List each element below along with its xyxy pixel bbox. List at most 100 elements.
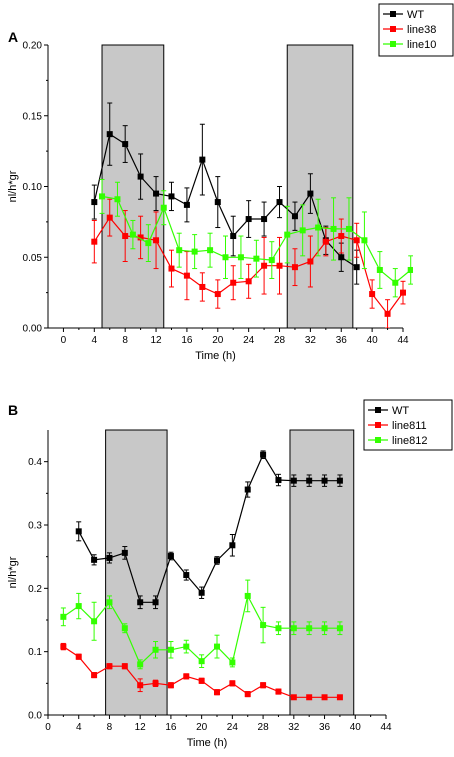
legend-marker-WT xyxy=(375,407,381,413)
x-tick-label: 16 xyxy=(181,335,193,346)
shaded-interval-2 xyxy=(286,44,354,329)
data-point xyxy=(75,653,82,660)
data-point xyxy=(176,247,183,254)
panel-a: A 0.00 0.05 0.10 0.15 0.20 0 4 8 12 16 20 24 28 32 36 40… xyxy=(7,3,454,362)
x-axis-label: Time (h) xyxy=(195,350,236,362)
x-tick-label: 8 xyxy=(107,722,113,733)
y-tick-label: 0.4 xyxy=(28,457,42,468)
legend-label-line811: line811 xyxy=(392,420,427,432)
x-tick-label: 20 xyxy=(212,335,224,346)
data-point xyxy=(338,254,345,261)
data-point xyxy=(290,694,297,701)
data-point xyxy=(321,694,328,701)
legend-marker-WT xyxy=(390,11,396,17)
x-tick-label: 36 xyxy=(319,722,331,733)
data-point xyxy=(199,156,206,163)
data-point xyxy=(261,216,268,223)
x-tick-label: 12 xyxy=(150,335,162,346)
data-point xyxy=(99,193,106,200)
y-tick-label: 0.3 xyxy=(28,521,42,532)
x-tick-label: 20 xyxy=(196,722,208,733)
x-tick-label: 0 xyxy=(61,335,67,346)
data-point xyxy=(106,599,113,606)
data-point xyxy=(214,643,220,650)
series-line811 xyxy=(60,642,343,701)
y-tick-label: 0.15 xyxy=(23,111,43,122)
data-point xyxy=(91,672,98,679)
data-point xyxy=(106,131,113,138)
data-point xyxy=(321,477,328,484)
y-axis-label: nl/h*gr xyxy=(7,170,19,202)
shaded-interval-2 xyxy=(289,429,355,716)
data-point xyxy=(214,557,220,564)
x-tick-label: 44 xyxy=(380,722,392,733)
data-point xyxy=(253,255,260,262)
x-tick-label: 44 xyxy=(397,335,409,346)
legend-label-WT: WT xyxy=(392,405,409,417)
series-line10 xyxy=(99,178,413,298)
data-point xyxy=(214,291,221,298)
data-point xyxy=(91,238,98,245)
data-point xyxy=(167,553,174,560)
x-tick-label: 4 xyxy=(76,722,82,733)
series-WT xyxy=(91,102,360,285)
x-tick-label: 8 xyxy=(122,335,128,346)
legend-label-WT: WT xyxy=(407,9,424,21)
data-point xyxy=(191,248,198,255)
data-point xyxy=(121,625,128,632)
x-tick-label: 32 xyxy=(305,335,317,346)
data-point xyxy=(207,247,214,254)
y-tick-label: 0.00 xyxy=(23,324,43,335)
data-point xyxy=(121,549,128,556)
data-point xyxy=(361,237,368,244)
data-point xyxy=(384,310,391,317)
data-point xyxy=(291,213,298,220)
data-point xyxy=(121,663,128,670)
data-point xyxy=(129,231,136,238)
x-tick-label: 4 xyxy=(92,335,98,346)
data-point xyxy=(75,528,82,535)
data-point xyxy=(290,625,297,632)
data-point xyxy=(268,257,275,264)
legend: WT line811 line812 xyxy=(363,399,453,451)
x-tick-label: 24 xyxy=(227,722,239,733)
data-point xyxy=(338,233,345,240)
x-tick-label: 12 xyxy=(135,722,147,733)
data-point xyxy=(91,618,98,625)
data-point xyxy=(315,224,322,231)
data-point xyxy=(91,556,98,563)
data-point xyxy=(114,196,121,203)
x-tick-label: 0 xyxy=(45,722,51,733)
data-point xyxy=(229,542,236,549)
y-tick-label: 0.0 xyxy=(28,711,42,722)
y-axis-label: nl/h*gr xyxy=(7,556,19,588)
y-tick-label: 0.10 xyxy=(23,182,43,193)
x-tick-label: 40 xyxy=(350,722,362,733)
shaded-interval-1 xyxy=(105,429,168,716)
data-point xyxy=(306,625,313,632)
data-point xyxy=(60,643,67,650)
data-point xyxy=(244,592,251,599)
data-point xyxy=(137,173,144,180)
data-point xyxy=(244,486,251,493)
data-point xyxy=(345,225,352,232)
data-point xyxy=(122,141,129,148)
data-point xyxy=(152,680,159,687)
x-tick-label: 16 xyxy=(165,722,177,733)
y-tick-label: 0.2 xyxy=(28,584,42,595)
data-point xyxy=(137,234,144,241)
y-tick-label: 0.1 xyxy=(28,647,42,658)
data-point xyxy=(306,694,313,701)
data-point xyxy=(91,199,98,206)
legend-marker-line10 xyxy=(390,41,396,47)
legend-label-line812: line812 xyxy=(392,435,427,447)
data-point xyxy=(167,646,174,653)
data-point xyxy=(168,193,175,200)
data-point xyxy=(284,231,291,238)
data-point xyxy=(275,625,282,632)
data-point xyxy=(229,680,236,687)
data-point xyxy=(407,266,413,273)
data-point xyxy=(106,554,113,561)
x-tick-label: 40 xyxy=(367,335,379,346)
data-point xyxy=(244,691,251,698)
